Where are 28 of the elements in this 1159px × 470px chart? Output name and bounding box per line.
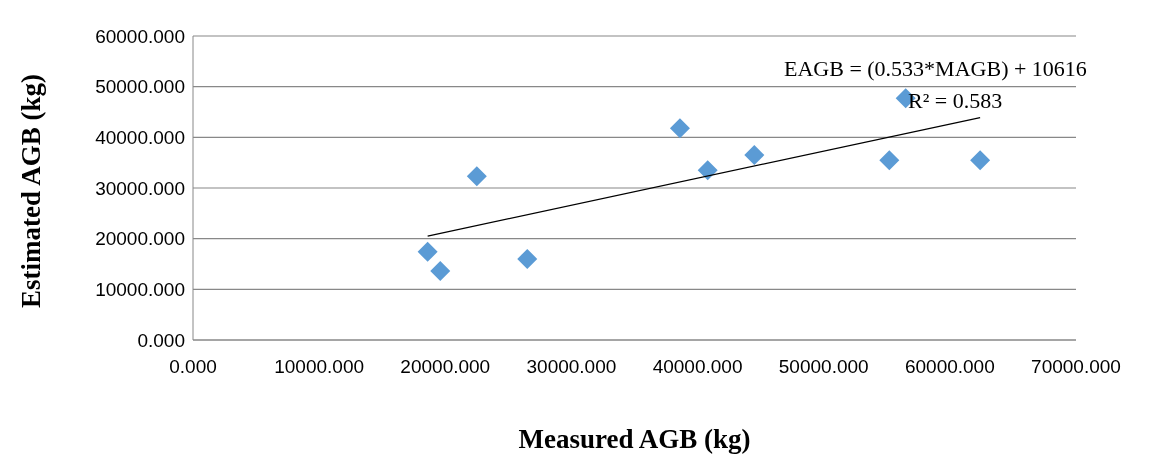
point — [466, 166, 487, 187]
x-tick-label: 60000.000 — [904, 356, 995, 378]
point — [697, 160, 718, 181]
annotation: R² = 0.583 — [908, 88, 1003, 114]
y-tick-label: 40000.000 — [95, 127, 185, 149]
y-tick-label: 0.000 — [137, 329, 185, 351]
x-tick-label: 0.000 — [169, 356, 217, 378]
x-tick-label: 20000.000 — [400, 356, 491, 378]
x-tick-label: 40000.000 — [652, 356, 743, 378]
y-tick-label: 10000.000 — [95, 279, 185, 301]
x-tick-label: 10000.000 — [274, 356, 365, 378]
point — [417, 241, 438, 262]
point — [970, 150, 991, 171]
annotation: EAGB = (0.533*MAGB) + 10616 — [784, 56, 1087, 82]
y-tick-label: 50000.000 — [95, 76, 185, 98]
y-tick-label: 30000.000 — [95, 177, 185, 199]
point — [430, 261, 451, 282]
point — [744, 145, 765, 166]
point — [879, 150, 900, 171]
x-tick-label: 70000.000 — [1031, 356, 1121, 378]
point — [517, 248, 538, 269]
x-tick-label: 50000.000 — [778, 356, 869, 378]
x-tick-label: 30000.000 — [526, 356, 617, 378]
y-axis-title: Estimated AGB (kg) — [15, 73, 46, 308]
point — [669, 118, 690, 139]
y-tick-label: 20000.000 — [95, 228, 185, 250]
y-tick-label: 60000.000 — [95, 25, 185, 47]
x-axis-title: Measured AGB (kg) — [518, 424, 751, 454]
